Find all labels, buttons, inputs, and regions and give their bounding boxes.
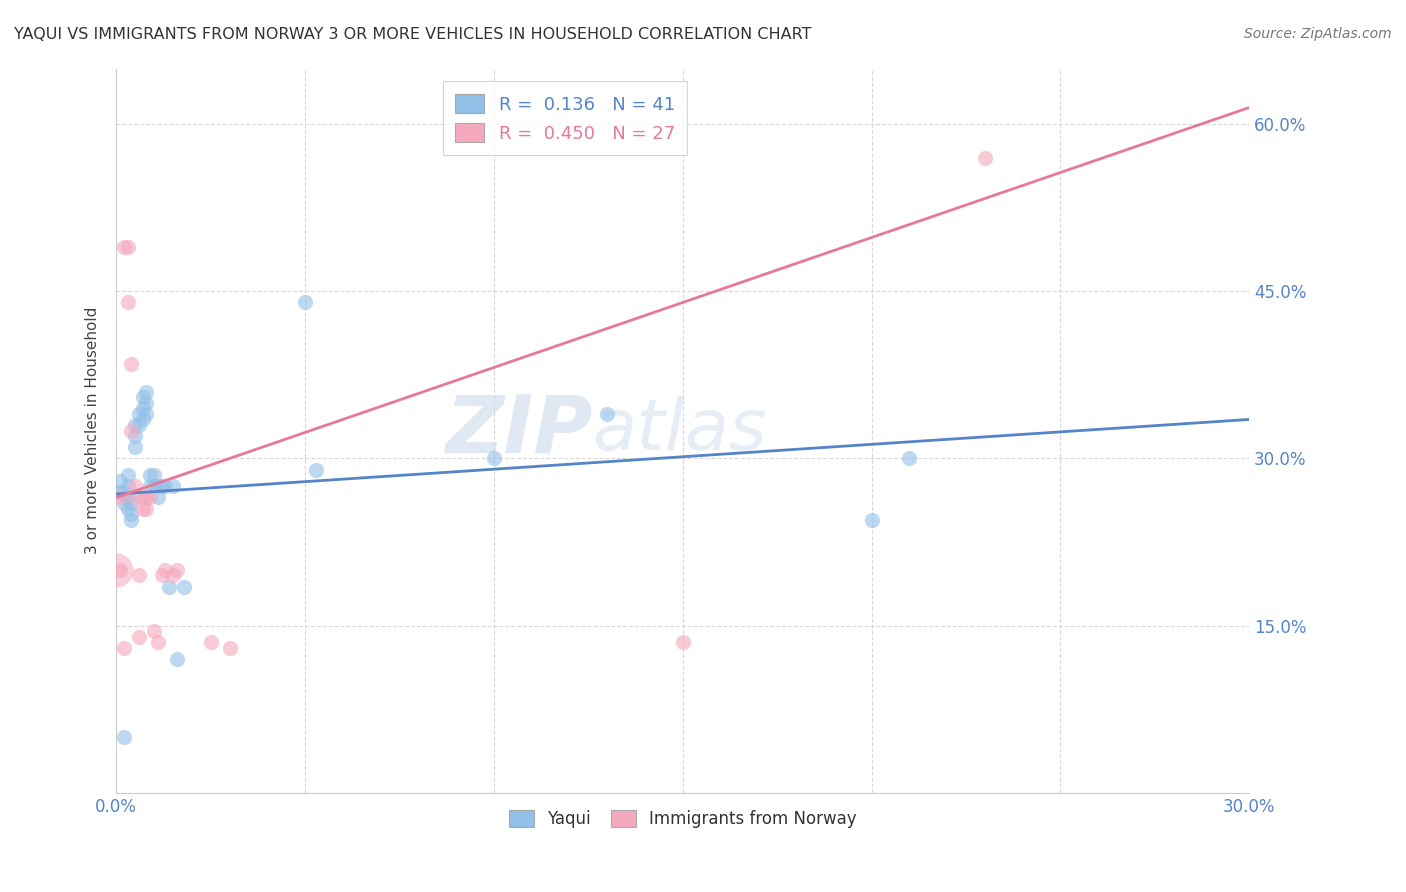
Point <box>117 240 139 254</box>
Point <box>146 635 169 649</box>
Point <box>128 407 150 421</box>
Point <box>124 417 146 432</box>
Legend: Yaqui, Immigrants from Norway: Yaqui, Immigrants from Norway <box>502 804 863 835</box>
Point <box>218 640 240 655</box>
Point <box>166 563 188 577</box>
Text: ZIP: ZIP <box>444 392 592 469</box>
Point <box>157 580 180 594</box>
Point <box>120 507 142 521</box>
Point <box>112 484 135 499</box>
Point <box>143 624 166 639</box>
Point <box>860 513 883 527</box>
Point <box>124 429 146 443</box>
Point <box>143 468 166 483</box>
Point <box>155 563 177 577</box>
Point <box>132 390 155 404</box>
Point <box>128 630 150 644</box>
Y-axis label: 3 or more Vehicles in Household: 3 or more Vehicles in Household <box>86 307 100 554</box>
Point <box>124 440 146 454</box>
Point <box>139 479 162 493</box>
Point <box>898 451 921 466</box>
Point <box>112 640 135 655</box>
Point <box>120 424 142 438</box>
Point <box>146 491 169 505</box>
Point <box>108 474 131 488</box>
Point <box>146 479 169 493</box>
Point <box>117 468 139 483</box>
Point <box>672 635 695 649</box>
Text: Source: ZipAtlas.com: Source: ZipAtlas.com <box>1244 27 1392 41</box>
Point <box>108 484 131 499</box>
Point <box>135 491 157 505</box>
Point <box>128 417 150 432</box>
Point <box>120 513 142 527</box>
Point <box>124 479 146 493</box>
Point <box>200 635 222 649</box>
Point <box>305 462 328 476</box>
Point <box>117 501 139 516</box>
Point <box>294 295 316 310</box>
Point <box>143 479 166 493</box>
Point <box>596 407 619 421</box>
Point <box>105 563 128 577</box>
Point <box>132 401 155 416</box>
Point <box>139 468 162 483</box>
Text: atlas: atlas <box>592 396 766 465</box>
Point <box>150 479 173 493</box>
Point <box>166 652 188 666</box>
Point <box>135 395 157 409</box>
Point <box>117 491 139 505</box>
Point <box>135 384 157 399</box>
Point <box>120 357 142 371</box>
Point <box>162 568 184 582</box>
Point <box>132 501 155 516</box>
Point <box>117 479 139 493</box>
Point <box>132 412 155 426</box>
Point <box>173 580 195 594</box>
Point <box>128 568 150 582</box>
Point <box>482 451 505 466</box>
Point <box>135 501 157 516</box>
Point <box>155 479 177 493</box>
Point <box>135 407 157 421</box>
Point <box>108 563 131 577</box>
Point <box>120 496 142 510</box>
Point <box>150 568 173 582</box>
Point <box>112 240 135 254</box>
Point <box>139 491 162 505</box>
Text: YAQUI VS IMMIGRANTS FROM NORWAY 3 OR MORE VEHICLES IN HOUSEHOLD CORRELATION CHAR: YAQUI VS IMMIGRANTS FROM NORWAY 3 OR MOR… <box>14 27 811 42</box>
Point <box>117 295 139 310</box>
Point <box>974 151 997 165</box>
Point <box>112 496 135 510</box>
Point <box>132 491 155 505</box>
Point <box>112 730 135 744</box>
Point <box>162 479 184 493</box>
Point <box>124 491 146 505</box>
Point <box>108 491 131 505</box>
